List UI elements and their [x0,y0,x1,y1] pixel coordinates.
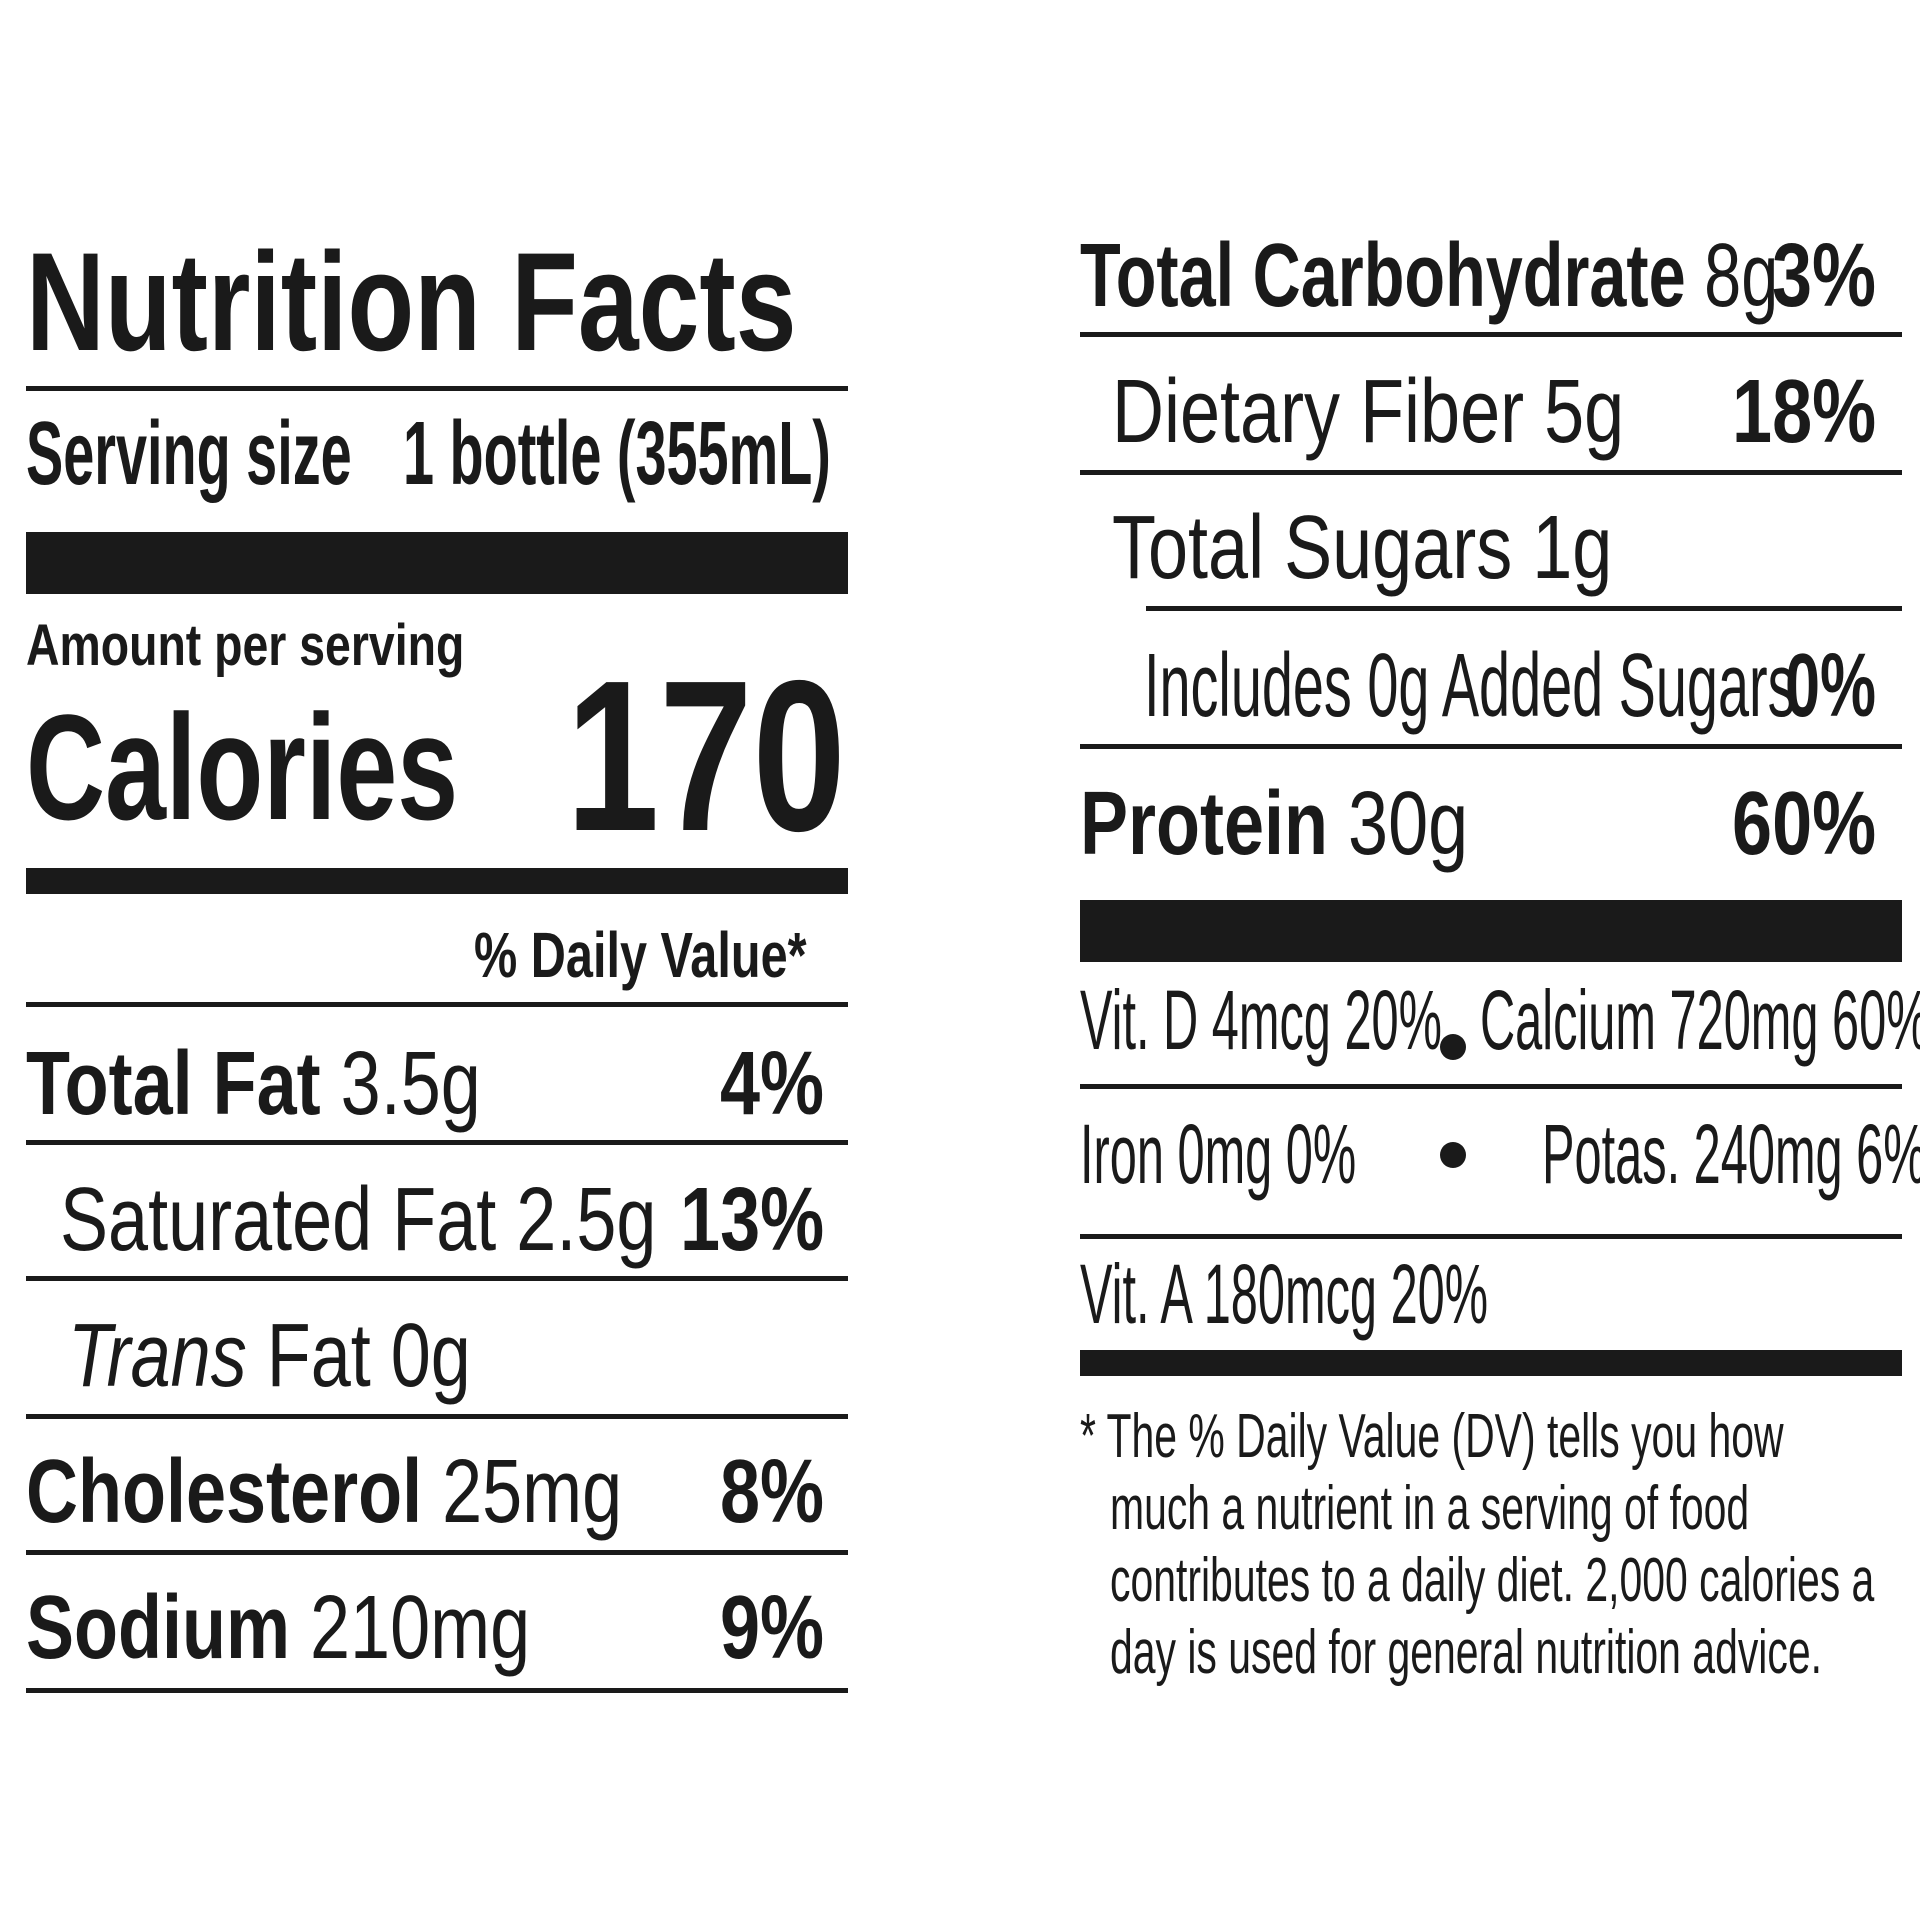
daily-value-header: % Daily Value* [474,919,807,991]
rule-thick [1080,900,1902,962]
sodium-dv: 9% [719,1578,824,1678]
rule-thick [26,532,848,594]
footnote-line-2: much a nutrient in a serving of food [1110,1474,1750,1543]
total-fat-dv: 4% [719,1034,824,1134]
rule-thin [1146,606,1902,611]
total-fat-row: Total Fat 3.5g [26,1034,481,1134]
bullet-separator [1440,1034,1466,1060]
rule-thin [26,1414,848,1419]
protein-dv: 60% [1731,774,1876,874]
total-sugars-row: Total Sugars 1g [1112,498,1613,598]
dietary-fiber-dv: 18% [1731,362,1876,462]
added-sugars-dv: 0% [1784,636,1876,736]
added-sugars-row: Includes 0g Added Sugars [1144,636,1796,736]
iron: Iron 0mg 0% [1080,1107,1357,1201]
serving-size-label: Serving size [26,404,352,504]
rule-thin [26,386,848,391]
total-carbohydrate-dv: 3% [1771,226,1876,326]
serving-size-value: 1 bottle (355mL) [403,404,831,504]
total-carbohydrate-row: Total Carbohydrate 8g [1080,226,1779,326]
rule-medium [1080,1350,1902,1376]
vitamin-d: Vit. D 4mcg 20% [1080,973,1442,1067]
rule-thin [26,1002,848,1007]
footnote-line-3: contributes to a daily diet. 2,000 calor… [1110,1546,1875,1615]
cholesterol-row: Cholesterol 25mg [26,1442,623,1542]
dietary-fiber-row: Dietary Fiber 5g [1112,362,1625,462]
rule-thin [1080,1234,1902,1239]
cholesterol-dv: 8% [719,1442,824,1542]
trans-fat-row: Trans Fat 0g [68,1306,471,1406]
vitamin-a: Vit. A 180mcg 20% [1080,1247,1489,1341]
rule-thin [1080,470,1902,475]
sodium-row: Sodium 210mg [26,1578,531,1678]
footnote-line-1: * The % Daily Value (DV) tells you how [1080,1402,1784,1471]
saturated-fat-dv: 13% [679,1170,824,1270]
rule-thin [26,1140,848,1145]
rule-medium [26,868,848,894]
bullet-separator [1440,1142,1466,1168]
footnote-line-4: day is used for general nutrition advice… [1110,1618,1822,1687]
rule-thin [26,1550,848,1555]
rule-thin [1080,744,1902,749]
potassium: Potas. 240mg 6% [1542,1107,1920,1201]
saturated-fat-row: Saturated Fat 2.5g [60,1170,657,1270]
rule-thin [26,1276,848,1281]
amount-per-serving: Amount per serving [26,613,465,678]
rule-thin [26,1688,848,1693]
title: Nutrition Facts [26,223,797,380]
rule-thin [1080,1084,1902,1089]
rule-thin [1080,332,1902,337]
protein-row: Protein 30g [1080,774,1469,874]
calories-value: 170 [566,635,846,876]
calories-label: Calories [26,683,459,851]
calcium: Calcium 720mg 60% [1480,973,1920,1067]
